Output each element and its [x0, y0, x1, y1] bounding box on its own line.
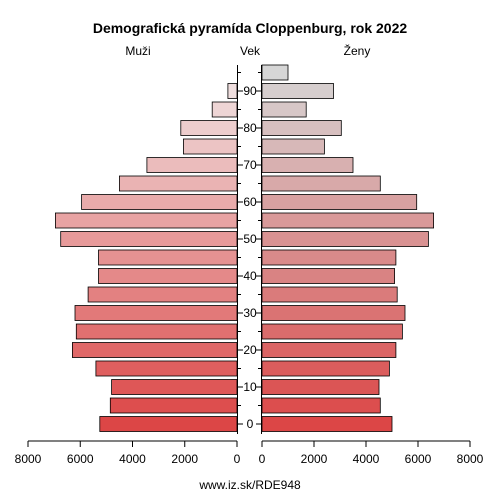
x-tick-label: 2000	[171, 452, 198, 466]
age-tick-label: 30	[243, 306, 257, 320]
male-bar	[55, 212, 238, 229]
age-label: Vek	[240, 44, 261, 58]
x-tick-label: 2000	[301, 452, 328, 466]
female-bar	[261, 416, 393, 432]
female-bar	[261, 305, 406, 321]
x-tick-label: 6000	[67, 452, 94, 466]
female-bar	[261, 231, 429, 247]
female-bar	[261, 379, 380, 395]
male-bar	[182, 138, 238, 155]
age-tick-label: 90	[243, 84, 257, 98]
female-bar	[261, 360, 390, 377]
age-tick-label: 50	[243, 232, 257, 246]
age-tick-label: 60	[243, 195, 257, 209]
chart-title: Demografická pyramída Cloppenburg, rok 2…	[93, 20, 408, 36]
male-bar	[211, 101, 238, 118]
female-bar	[261, 194, 418, 210]
male-bar	[95, 360, 238, 377]
footer-url: www.iz.sk/RDE948	[198, 478, 301, 492]
male-bars	[55, 83, 238, 432]
female-bar	[261, 268, 396, 284]
female-bars	[261, 64, 435, 432]
female-bar	[261, 323, 403, 340]
female-label: Ženy	[344, 43, 371, 58]
female-bar	[261, 342, 397, 358]
x-axis: 8000 6000 4000 2000 0 0 2000 4000 6000 8000	[15, 440, 484, 466]
male-bar	[74, 305, 238, 321]
x-tick-label: 0	[259, 452, 266, 466]
female-bar	[261, 83, 334, 99]
female-bar	[261, 397, 381, 414]
male-bar	[109, 397, 238, 414]
female-bar	[261, 120, 342, 136]
x-tick-label: 8000	[15, 452, 42, 466]
x-tick-label: 4000	[353, 452, 380, 466]
male-bar	[81, 194, 238, 210]
female-bar	[261, 64, 289, 81]
x-tick-label: 8000	[457, 452, 484, 466]
age-tick-label: 20	[243, 343, 257, 357]
x-tick-label: 4000	[119, 452, 146, 466]
male-bar	[227, 83, 238, 99]
female-bar	[261, 101, 307, 118]
age-axis: 0 10 20 30 40 50 60 70 80 90	[237, 65, 262, 434]
male-bar	[146, 157, 238, 173]
male-bar	[99, 416, 238, 432]
male-label: Muži	[125, 44, 150, 58]
male-bar	[72, 342, 238, 358]
female-bar	[261, 175, 381, 192]
female-bar	[261, 286, 398, 303]
age-tick-label: 10	[243, 380, 257, 394]
age-tick-label: 0	[247, 417, 254, 431]
age-tick-label: 80	[243, 121, 257, 135]
male-bar	[111, 379, 238, 395]
male-bar	[98, 249, 238, 266]
male-bar	[60, 231, 238, 247]
female-bar	[261, 157, 354, 173]
female-bar	[261, 212, 435, 229]
female-bar	[261, 249, 397, 266]
male-bar	[87, 286, 238, 303]
female-bar	[261, 138, 325, 155]
age-tick-label: 40	[243, 269, 257, 283]
x-tick-label: 0	[234, 452, 241, 466]
male-bar	[75, 323, 238, 340]
x-tick-label: 6000	[405, 452, 432, 466]
male-bar	[119, 175, 238, 192]
male-bar	[180, 120, 238, 136]
male-bar	[98, 268, 238, 284]
age-tick-label: 70	[243, 158, 257, 172]
